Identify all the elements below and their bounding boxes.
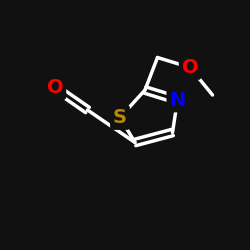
Text: O: O <box>47 78 63 97</box>
Text: O: O <box>182 58 198 77</box>
Text: N: N <box>170 90 186 110</box>
Text: S: S <box>113 108 127 127</box>
